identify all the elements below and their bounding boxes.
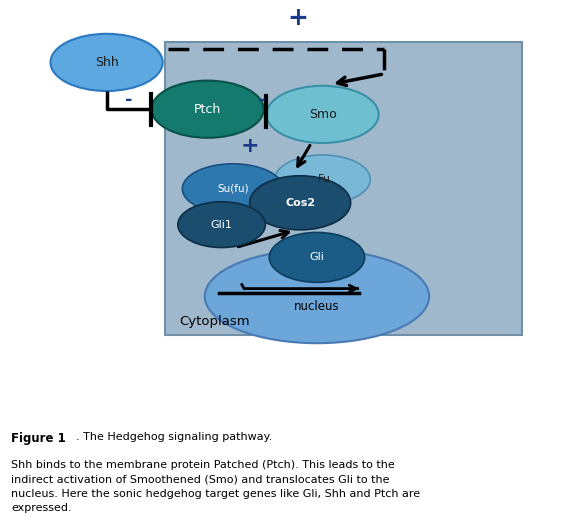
Ellipse shape [269,232,365,282]
Text: +: + [240,136,259,155]
Text: Ptch: Ptch [194,102,221,115]
Ellipse shape [50,34,163,91]
Text: . The Hedgehog signaling pathway.: . The Hedgehog signaling pathway. [76,432,272,441]
Text: +: + [287,6,308,30]
Text: nucleus: nucleus [294,301,340,313]
Text: Cytoplasm: Cytoplasm [180,315,250,328]
Text: Gli1: Gli1 [211,219,232,230]
Text: Smo: Smo [309,108,337,121]
Ellipse shape [151,81,264,138]
FancyBboxPatch shape [165,42,522,335]
Ellipse shape [266,86,379,143]
Ellipse shape [250,176,351,230]
Text: Su(fu): Su(fu) [217,184,249,194]
Ellipse shape [205,250,429,343]
Text: Fu: Fu [318,174,330,185]
Ellipse shape [178,202,265,248]
Text: -: - [125,91,133,109]
Text: Shh: Shh [95,56,118,69]
Text: Shh binds to the membrane protein Patched (Ptch). This leads to the
indirect act: Shh binds to the membrane protein Patche… [11,460,420,513]
Text: -: - [258,92,266,109]
Ellipse shape [275,155,370,204]
Text: Gli: Gli [310,252,324,263]
Text: Figure 1: Figure 1 [11,432,66,445]
Text: Cos2: Cos2 [285,198,315,208]
Ellipse shape [182,164,283,214]
